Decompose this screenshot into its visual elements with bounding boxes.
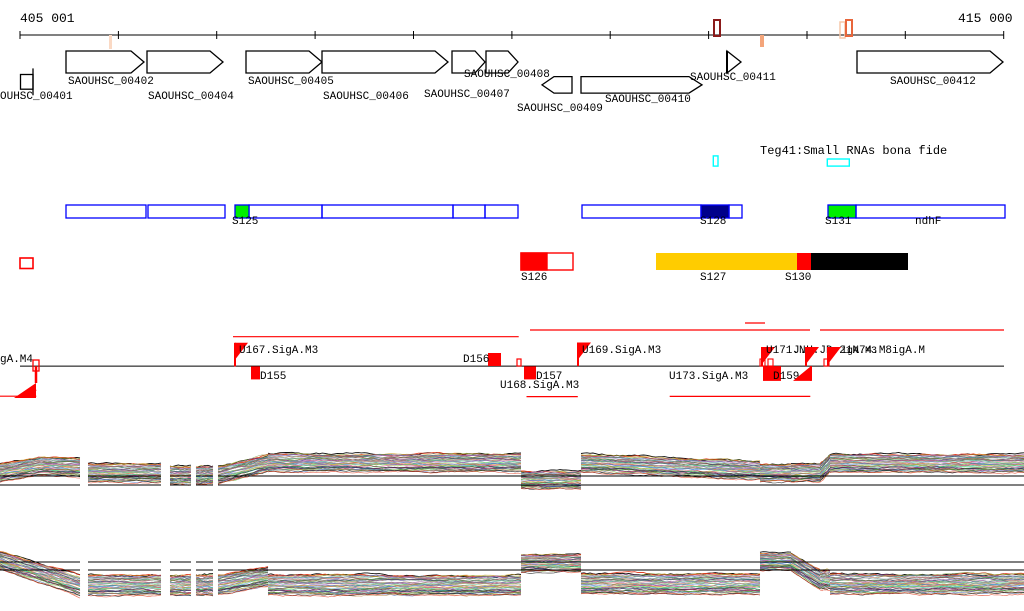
svg-text:OUHSC_00401: OUHSC_00401 — [0, 91, 73, 103]
svg-text:SAOUHSC_00408: SAOUHSC_00408 — [464, 69, 550, 81]
svg-text:SAOUHSC_00410: SAOUHSC_00410 — [605, 94, 691, 106]
svg-text:S130: S130 — [785, 272, 811, 284]
svg-text:U173.SigA.M3: U173.SigA.M3 — [669, 371, 748, 383]
svg-text:U168.SigA.M3: U168.SigA.M3 — [500, 380, 579, 392]
svg-text:igA.M3: igA.M3 — [841, 345, 877, 357]
svg-text:D155: D155 — [260, 371, 286, 383]
svg-text:gA.M4: gA.M4 — [0, 354, 33, 366]
svg-text:SAOUHSC_00409: SAOUHSC_00409 — [517, 103, 603, 115]
svg-text:SAOUHSC_00411: SAOUHSC_00411 — [690, 72, 776, 84]
svg-text:S131: S131 — [825, 216, 852, 228]
svg-text:415 000: 415 000 — [958, 11, 1013, 26]
svg-text:405 001: 405 001 — [20, 11, 75, 26]
svg-text:D159: D159 — [773, 371, 799, 383]
svg-text:SAOUHSC_00404: SAOUHSC_00404 — [148, 91, 234, 103]
svg-text:ndhF: ndhF — [915, 216, 941, 228]
svg-text:S127: S127 — [700, 272, 726, 284]
svg-text:SAOUHSC_00407: SAOUHSC_00407 — [424, 89, 510, 101]
svg-text:U167.SigA.M3: U167.SigA.M3 — [239, 345, 318, 357]
svg-text:S125: S125 — [232, 216, 258, 228]
svg-text:Teg41:Small RNAs bona fide: Teg41:Small RNAs bona fide — [760, 144, 947, 158]
svg-text:D156: D156 — [463, 354, 489, 366]
svg-text:S128: S128 — [700, 216, 726, 228]
svg-text:S126: S126 — [521, 272, 547, 284]
svg-text:SAOUHSC_00402: SAOUHSC_00402 — [68, 76, 154, 88]
svg-text:SAOUHSC_00406: SAOUHSC_00406 — [323, 91, 409, 103]
svg-text:SAOUHSC_00405: SAOUHSC_00405 — [248, 76, 334, 88]
svg-text:U169.SigA.M3: U169.SigA.M3 — [582, 345, 661, 357]
svg-text:SAOUHSC_00412: SAOUHSC_00412 — [890, 76, 976, 88]
